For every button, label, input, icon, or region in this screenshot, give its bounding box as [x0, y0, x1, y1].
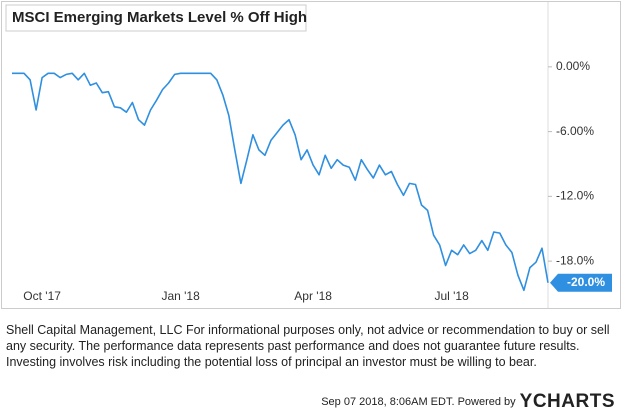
y-tick-label: -6.00%: [556, 124, 594, 138]
x-tick-label: Oct '17: [23, 289, 61, 303]
y-tick-label: 0.00%: [556, 59, 590, 73]
chart: MSCI Emerging Markets Level % Off High 0…: [1, 1, 621, 309]
line: [12, 72, 549, 292]
chart-frame: [1, 1, 621, 309]
y-tick-label: -12.0%: [556, 189, 594, 203]
x-tick-label: Jan '18: [161, 289, 200, 303]
footer: Sep 07 2018, 8:06AM EDT. Powered by YCHA…: [321, 391, 615, 413]
x-tick-label: Jul '18: [434, 289, 469, 303]
timestamp: Sep 07 2018, 8:06AM EDT. Powered by: [321, 396, 516, 408]
title-box: [5, 4, 307, 32]
x-tick-label: Apr '18: [294, 289, 332, 303]
y-tick-label: -18.0%: [556, 253, 594, 267]
last-value-tag: [550, 273, 612, 292]
brand: YCHARTS: [519, 391, 615, 412]
disclaimer: Shell Capital Management, LLC For inform…: [6, 323, 610, 369]
last-value-label: -20.0%: [567, 275, 605, 289]
chart-title: MSCI Emerging Markets Level % Off High: [12, 9, 307, 26]
